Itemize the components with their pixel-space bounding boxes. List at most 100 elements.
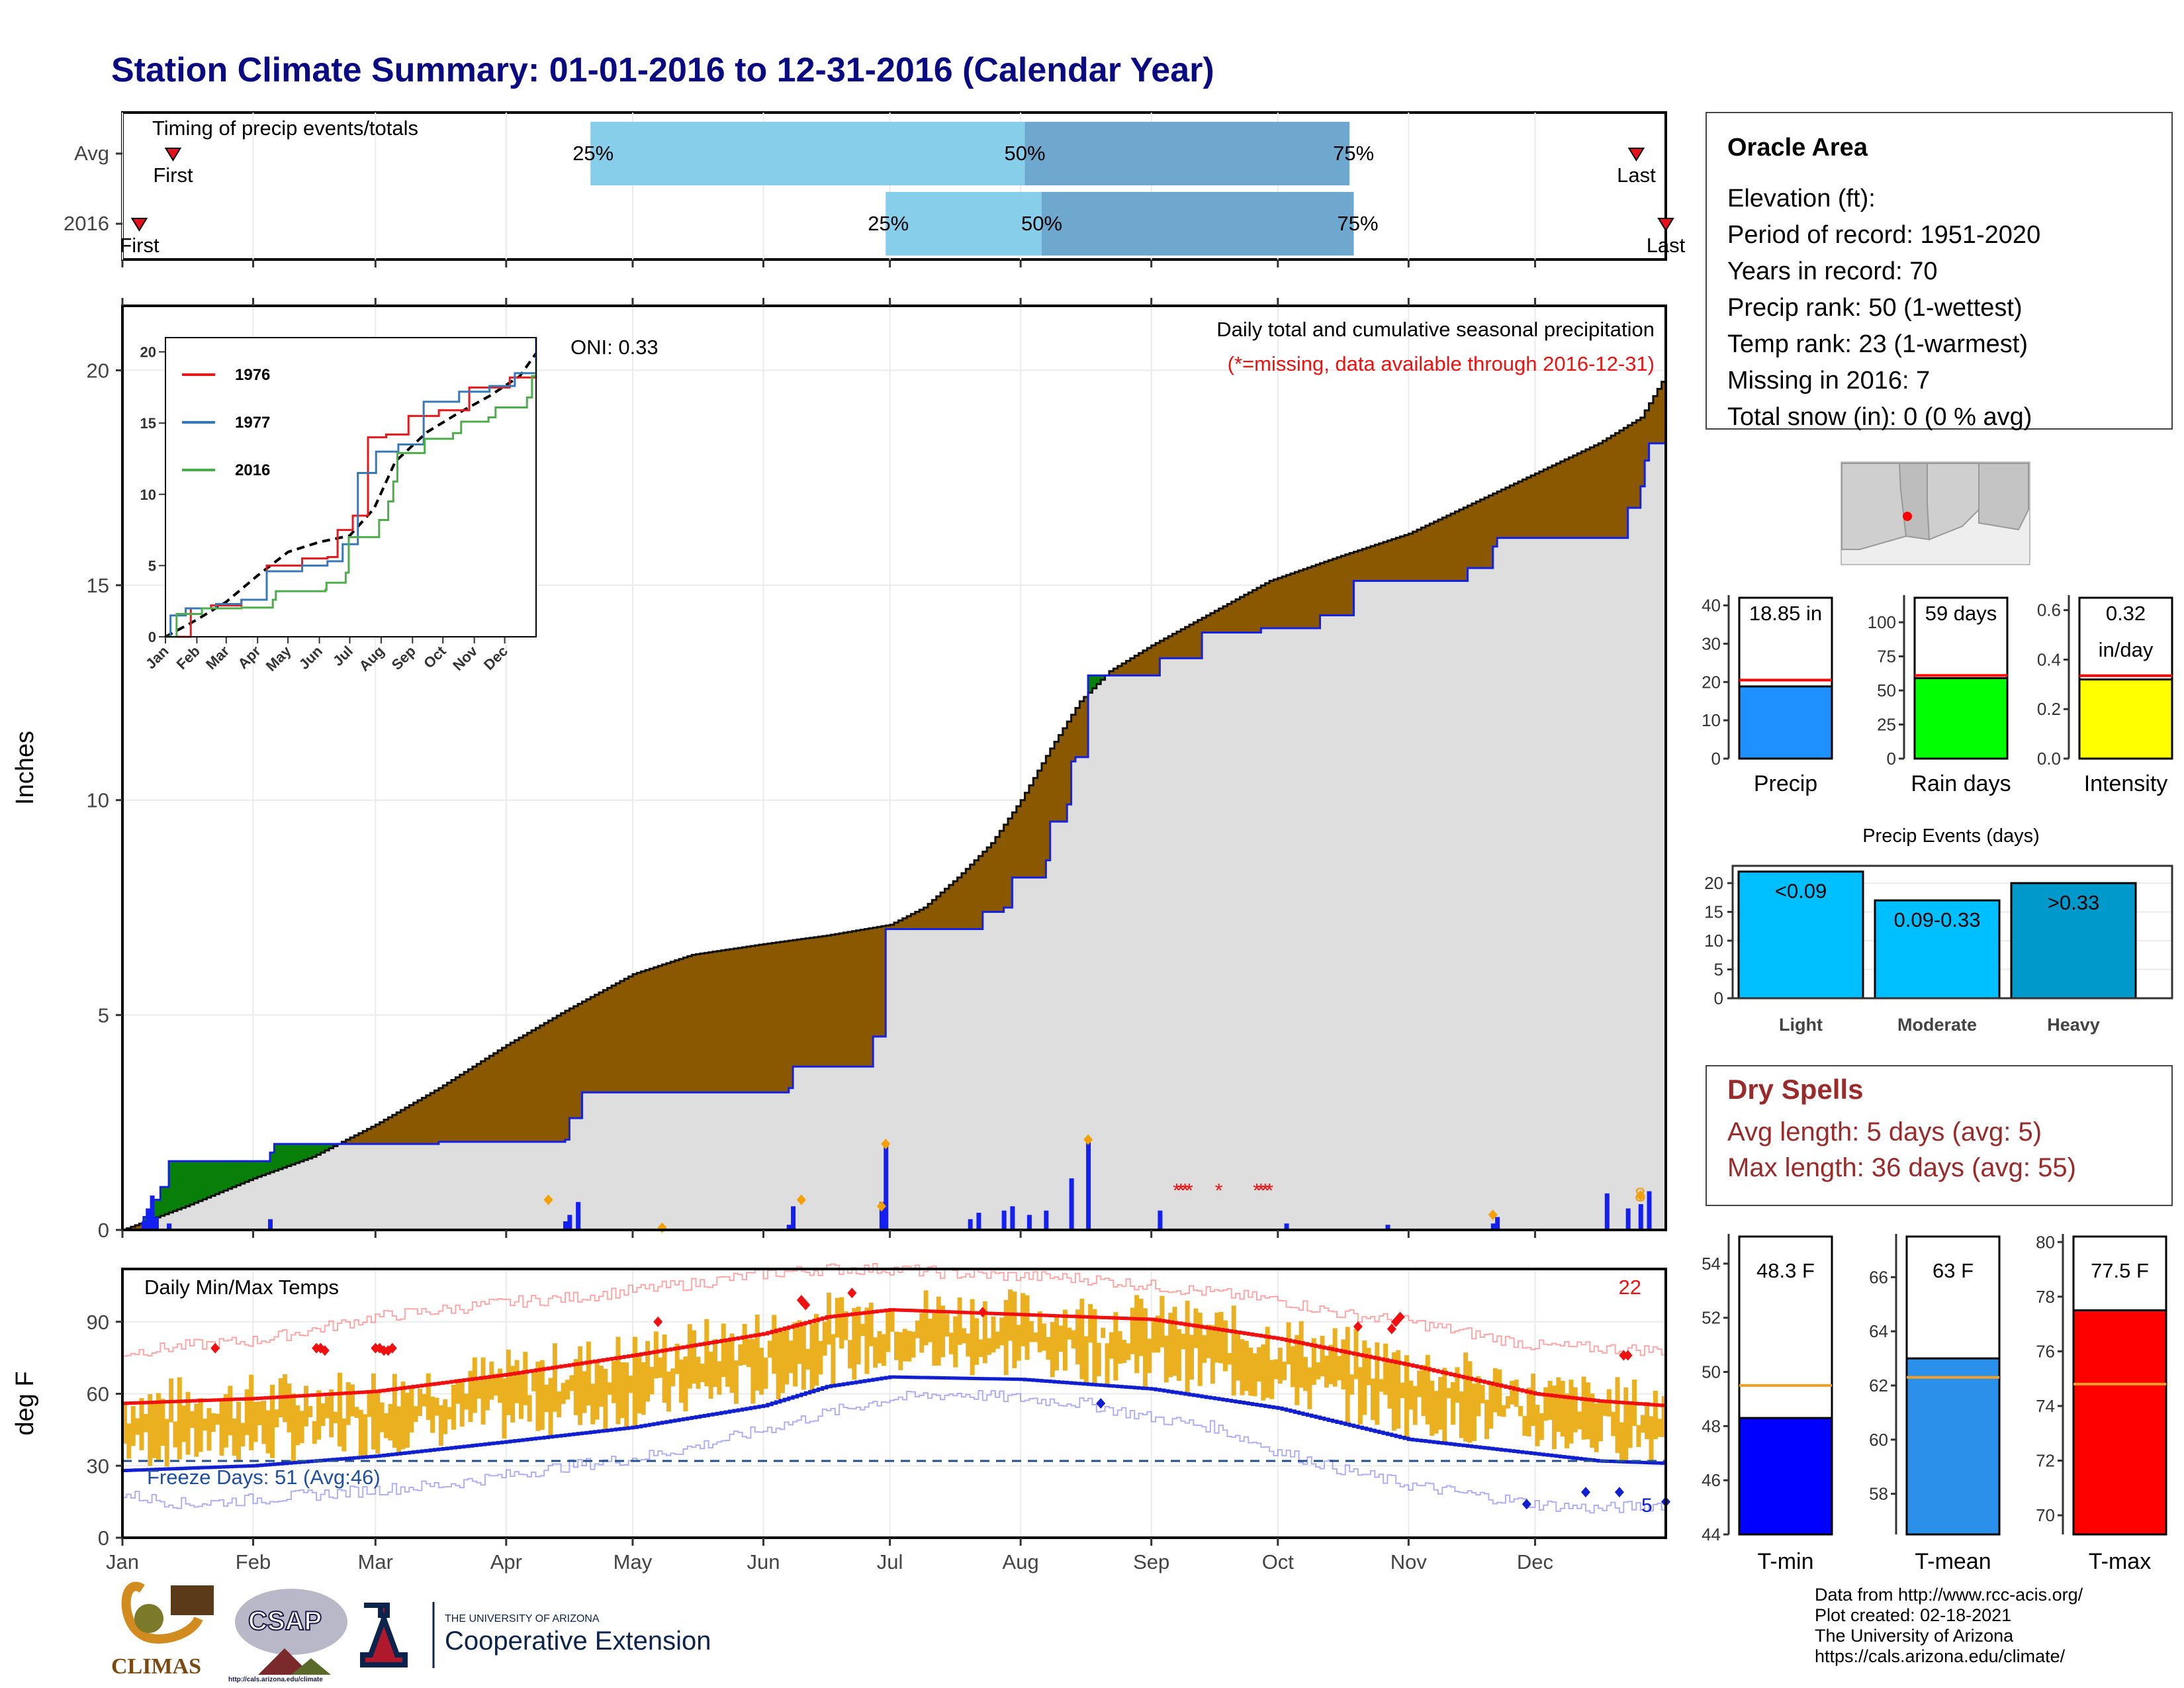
daily-temp-range [1502, 1405, 1506, 1417]
daily-temp-range [894, 1332, 899, 1360]
daily-temp-range [970, 1299, 975, 1376]
summary-ytick-label: 25 [1877, 715, 1896, 735]
precip-ytick-label: 20 [87, 359, 109, 382]
daily-temp-range [1417, 1370, 1422, 1397]
daily-temp-range [1079, 1299, 1084, 1380]
daily-temp-range [966, 1333, 970, 1356]
daily-temp-range [713, 1339, 717, 1387]
daily-temp-range [1287, 1323, 1291, 1365]
daily-temp-range [1426, 1355, 1430, 1425]
daily-temp-range [882, 1334, 886, 1366]
daily-temp-range [1236, 1334, 1240, 1381]
daily-temp-range [818, 1341, 823, 1375]
temp-ytick-label: 30 [87, 1454, 109, 1477]
daily-temp-range [240, 1423, 245, 1447]
temp-summary-ytick-label: 64 [1869, 1321, 1888, 1341]
daily-precip-bar [1002, 1211, 1007, 1230]
summary-ytick-label: 0 [1711, 749, 1721, 769]
daily-temp-range [148, 1394, 152, 1466]
inset-ytick-label: 15 [140, 415, 156, 432]
daily-temp-range [152, 1402, 157, 1458]
daily-temp-range [595, 1362, 600, 1419]
daily-temp-range [359, 1410, 363, 1456]
daily-temp-range [426, 1374, 431, 1420]
daily-temp-range [371, 1374, 376, 1450]
daily-temp-range [1535, 1405, 1539, 1446]
climas-logo: CLIMAS [111, 1585, 214, 1679]
daily-temp-range [860, 1324, 865, 1336]
daily-temp-range [1122, 1340, 1126, 1363]
daily-temp-range [1573, 1387, 1578, 1432]
daily-precip-bar [154, 1217, 159, 1230]
missing-data-mark: * [1185, 1180, 1193, 1201]
daily-temp-range [1468, 1361, 1473, 1442]
daily-temp-range [679, 1360, 684, 1403]
daily-temp-range [1413, 1386, 1418, 1425]
daily-temp-range [451, 1385, 456, 1430]
daily-temp-range [1421, 1365, 1426, 1416]
daily-temp-range [953, 1317, 958, 1368]
credit-line: Data from http://www.rcc-acis.org/ [1815, 1585, 2083, 1605]
daily-temp-range [1202, 1335, 1206, 1363]
daily-temp-range [1084, 1336, 1089, 1383]
daily-temp-range [506, 1350, 511, 1415]
daily-temp-range [864, 1307, 869, 1374]
daily-precip-bar [567, 1215, 572, 1230]
daily-temp-range [325, 1397, 330, 1419]
daily-temp-range [1092, 1309, 1097, 1385]
precip-subtitle: (*=missing, data available through 2016-… [1228, 352, 1655, 375]
daily-temp-range [1050, 1322, 1055, 1377]
temp-panel: 0306090 Jan Feb Mar Apr May Jun Jul Aug Sep Oct No… [11, 1264, 1670, 1573]
daily-temp-range [936, 1297, 941, 1366]
precip-ytick-label: 5 [98, 1004, 109, 1027]
daily-temp-range [236, 1402, 241, 1462]
daily-temp-range [1611, 1412, 1615, 1436]
daily-temp-range [489, 1362, 494, 1400]
daily-temp-range [873, 1337, 878, 1368]
daily-temp-range [1641, 1415, 1645, 1433]
ua-small-text: THE UNIVERSITY OF ARIZONA [445, 1613, 600, 1624]
daily-temp-range [1447, 1388, 1451, 1399]
summary-ytick-label: 100 [1868, 612, 1896, 632]
daily-temp-range [1042, 1323, 1046, 1350]
daily-temp-range [704, 1319, 709, 1386]
temp-summary-ytick-label: 62 [1869, 1376, 1888, 1395]
daily-temp-range [1463, 1352, 1468, 1442]
timing-pct-label: 75% [1333, 142, 1374, 165]
summary-category-label: Intensity [2084, 771, 2168, 796]
daily-temp-range [1514, 1380, 1519, 1407]
daily-temp-range [1400, 1383, 1405, 1398]
daily-temp-range [772, 1315, 776, 1374]
temp-summary-ytick-label: 58 [1869, 1484, 1888, 1504]
daily-temp-range [354, 1407, 359, 1418]
daily-temp-range [1164, 1336, 1169, 1383]
daily-precip-bar [1158, 1211, 1162, 1230]
daily-temp-range [1337, 1356, 1342, 1380]
daily-temp-range [1434, 1391, 1439, 1434]
daily-temp-range [743, 1324, 747, 1365]
daily-temp-range [688, 1324, 692, 1388]
daily-temp-range [287, 1383, 291, 1432]
daily-temp-range [1324, 1356, 1329, 1387]
daily-temp-range [409, 1388, 414, 1432]
temp-summary-ytick-label: 72 [2036, 1451, 2055, 1471]
daily-temp-range [658, 1358, 662, 1378]
daily-temp-range [932, 1313, 936, 1366]
daily-temp-range [1518, 1406, 1523, 1416]
daily-temp-range [1244, 1341, 1249, 1391]
daily-temp-range [139, 1398, 144, 1450]
climate-figure: Station Climate Summary: 01-01-2016 to 1… [0, 0, 2184, 1688]
daily-temp-range [1253, 1353, 1257, 1396]
month-label: Nov [1390, 1550, 1428, 1573]
inset-legend-label: 1977 [235, 414, 270, 432]
daily-temp-range [1569, 1380, 1573, 1444]
daily-temp-range [928, 1319, 933, 1342]
month-label: Sep [1133, 1550, 1169, 1573]
daily-precip-bar [1647, 1192, 1652, 1230]
daily-temp-range [177, 1378, 182, 1460]
daily-temp-range [181, 1405, 186, 1442]
summary-value-label: 59 days [1925, 602, 1997, 625]
record-high-count: 22 [1619, 1276, 1641, 1299]
daily-temp-range [1071, 1330, 1076, 1348]
csap-logo: CSAP http://cals.arizona.edu/climate [228, 1589, 347, 1683]
